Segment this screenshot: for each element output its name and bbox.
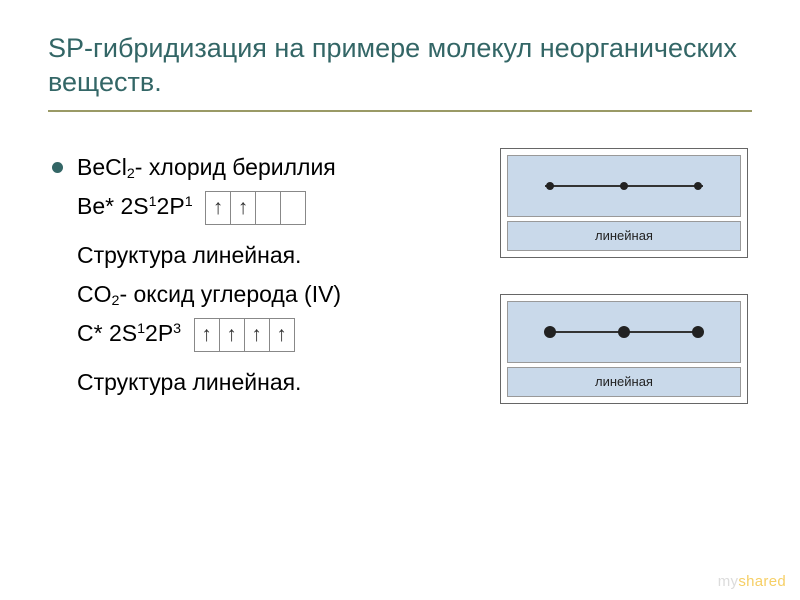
c-config-p: 2P <box>145 320 173 346</box>
be-config-p: 2P <box>157 193 185 219</box>
content: BeCl2- хлорид бериллия Be* 2S12P1 ↑ ↑ Ст… <box>48 148 752 404</box>
c-s-sup: 1 <box>137 321 145 337</box>
arrow-up-icon: ↑ <box>213 197 224 218</box>
slide-title: SP-гибридизация на примере молекул неорг… <box>48 32 752 100</box>
arrow-up-icon: ↑ <box>226 324 237 345</box>
co2-structure: Структура линейная. <box>52 363 456 402</box>
becl2-name: - хлорид бериллия <box>135 154 336 180</box>
diagram-column: линейная линейная <box>456 148 752 404</box>
orbital-cell: ↑ <box>269 318 295 352</box>
c-orbitals: ↑ ↑ ↑ ↑ <box>194 318 295 352</box>
becl2-formula-line: BeCl2- хлорид бериллия <box>52 148 456 187</box>
atom-dot <box>618 326 630 338</box>
arrow-up-icon: ↑ <box>276 324 287 345</box>
c-p-sup: 3 <box>173 321 181 337</box>
be-orbitals: ↑ ↑ <box>205 191 306 225</box>
diagram-label: линейная <box>507 367 741 397</box>
be-p-sup: 1 <box>185 194 193 210</box>
becl2-structure: Структура линейная. <box>52 236 456 275</box>
c-config-s: C* 2S <box>77 320 137 346</box>
atom-dot <box>544 326 556 338</box>
orbital-cell: ↑ <box>244 318 270 352</box>
watermark: myshared <box>718 573 786 590</box>
diagram-becl2: линейная <box>500 148 748 258</box>
becl2-sub: 2 <box>127 166 135 182</box>
arrow-up-icon: ↑ <box>201 324 212 345</box>
becl2-prefix: BeCl <box>77 154 127 180</box>
co2-structure-text: Структура линейная. <box>77 369 301 395</box>
be-s-sup: 1 <box>149 194 157 210</box>
orbital-cell <box>280 191 306 225</box>
be-config-s: Be* 2S <box>77 193 149 219</box>
co2-prefix: CO <box>77 281 112 307</box>
spacer <box>52 226 456 236</box>
becl2-config-line: Be* 2S12P1 ↑ ↑ <box>52 187 456 226</box>
becl2-structure-text: Структура линейная. <box>77 242 301 268</box>
spacer <box>52 353 456 363</box>
diagram-area <box>507 155 741 217</box>
co2-name: - оксид углерода (IV) <box>119 281 341 307</box>
co2-config-line: C* 2S12P3 ↑ ↑ ↑ ↑ <box>52 314 456 353</box>
title-region: SP-гибридизация на примере молекул неорг… <box>48 32 752 112</box>
slide: SP-гибридизация на примере молекул неорг… <box>0 0 800 600</box>
bullet-icon <box>52 162 63 173</box>
diagram-label: линейная <box>507 221 741 251</box>
title-underline <box>48 110 752 112</box>
text-column: BeCl2- хлорид бериллия Be* 2S12P1 ↑ ↑ Ст… <box>48 148 456 403</box>
arrow-up-icon: ↑ <box>238 197 249 218</box>
atom-dot <box>620 182 628 190</box>
orbital-cell: ↑ <box>194 318 220 352</box>
orbital-cell: ↑ <box>219 318 245 352</box>
orbital-cell: ↑ <box>205 191 231 225</box>
atom-dot <box>546 182 554 190</box>
watermark-accent: shared <box>738 573 786 590</box>
atom-dot <box>692 326 704 338</box>
atom-dot <box>694 182 702 190</box>
diagram-area <box>507 301 741 363</box>
orbital-cell <box>255 191 281 225</box>
co2-formula-line: CO2- оксид углерода (IV) <box>52 275 456 314</box>
diagram-co2: линейная <box>500 294 748 404</box>
arrow-up-icon: ↑ <box>251 324 262 345</box>
orbital-cell: ↑ <box>230 191 256 225</box>
watermark-pre: my <box>718 573 739 590</box>
